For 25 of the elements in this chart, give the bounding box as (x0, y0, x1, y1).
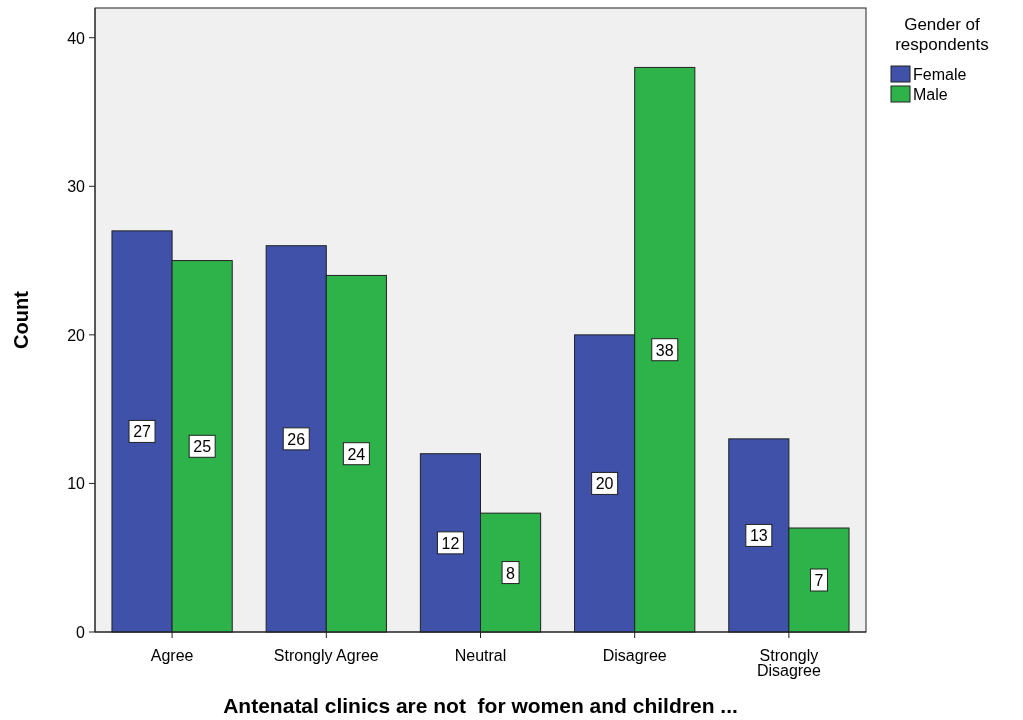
y-tick-label: 40 (67, 29, 86, 47)
x-tick-label: Strongly Agree (273, 647, 379, 664)
data-label: 26 (287, 430, 306, 448)
x-tick-label: Strongly Disagree (756, 647, 822, 679)
data-label: 38 (655, 341, 674, 359)
y-tick-label: 30 (67, 178, 86, 196)
data-label: 24 (347, 445, 366, 463)
y-tick-label: 0 (76, 624, 86, 641)
data-label: 12 (441, 534, 460, 552)
legend-label: Male (913, 86, 948, 103)
y-tick-label: 20 (67, 326, 86, 344)
data-label: 8 (506, 564, 516, 582)
y-axis-title: Count (10, 290, 32, 349)
data-label: 27 (133, 423, 152, 441)
y-tick-label: 10 (67, 475, 86, 493)
x-axis-title: Antenatal clinics are not for women and children ... (223, 694, 738, 717)
data-label: 7 (814, 572, 824, 589)
legend-label: Female (913, 66, 967, 83)
x-tick-label: Agree (150, 647, 194, 664)
data-label: 25 (193, 438, 212, 456)
data-label: 20 (595, 475, 614, 493)
legend-title: Gender of respondents (895, 15, 989, 54)
x-tick-label: Disagree (602, 647, 667, 664)
x-tick-label: Neutral (454, 647, 507, 664)
data-label: 13 (749, 527, 768, 545)
